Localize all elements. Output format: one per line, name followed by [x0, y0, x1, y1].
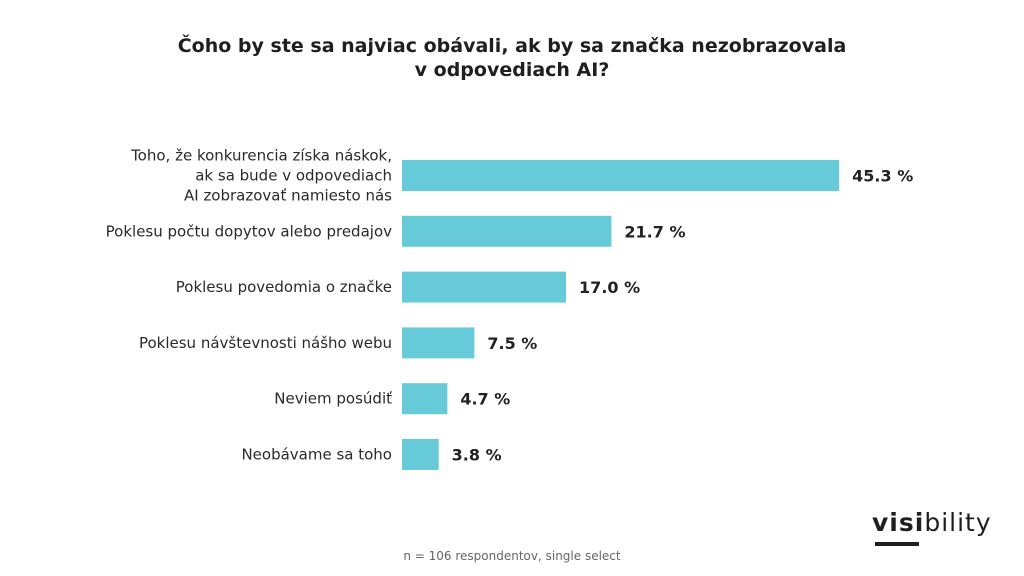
logo-bold-part: visi	[872, 508, 925, 537]
category-label-4: Neviem posúdiť	[274, 390, 392, 408]
category-label-2: Poklesu povedomia o značke	[176, 278, 392, 296]
category-label-3-line-0: Poklesu návštevnosti nášho webu	[139, 334, 392, 352]
value-label-0: 45.3 %	[852, 167, 913, 186]
bar-5	[402, 439, 439, 470]
category-label-3: Poklesu návštevnosti nášho webu	[139, 334, 392, 352]
category-label-4-line-0: Neviem posúdiť	[274, 390, 392, 408]
value-label-5: 3.8 %	[452, 446, 502, 465]
category-label-0-line-0: Toho, že konkurencia získa náskok,	[130, 147, 392, 165]
value-label-3: 7.5 %	[487, 334, 537, 353]
category-label-2-line-0: Poklesu povedomia o značke	[176, 278, 392, 296]
footnote: n = 106 respondentov, single select	[403, 549, 621, 563]
chart-title-line-2: v odpovediach AI?	[414, 59, 610, 81]
chart-title: Čoho by ste sa najviac obávali, ak by sa…	[0, 34, 1024, 82]
bar-4	[402, 383, 448, 415]
visibility-logo: visibility	[872, 508, 992, 546]
bar-0	[402, 160, 840, 191]
category-label-0-line-2: AI zobrazovať namiesto nás	[184, 187, 392, 205]
category-label-1-line-0: Poklesu počtu dopytov alebo predajov	[106, 222, 392, 240]
value-label-1: 21.7 %	[624, 222, 685, 241]
category-label-1: Poklesu počtu dopytov alebo predajov	[106, 222, 392, 240]
bar-2	[402, 271, 567, 303]
bar-3	[402, 327, 475, 359]
category-label-5-line-0: Neobávame sa toho	[241, 446, 392, 464]
category-label-5: Neobávame sa toho	[241, 446, 392, 464]
category-label-0-line-1: ak sa bude v odpovediach	[195, 167, 392, 185]
category-label-0: Toho, že konkurencia získa náskok, ak sa …	[130, 147, 392, 205]
chart-title-line-1: Čoho by ste sa najviac obávali, ak by sa…	[177, 35, 847, 57]
value-label-2: 17.0 %	[579, 278, 640, 297]
bar-1	[402, 215, 612, 247]
logo-underline	[875, 542, 919, 546]
value-label-4: 4.7 %	[460, 390, 510, 409]
logo-regular-part: bility	[924, 508, 992, 537]
